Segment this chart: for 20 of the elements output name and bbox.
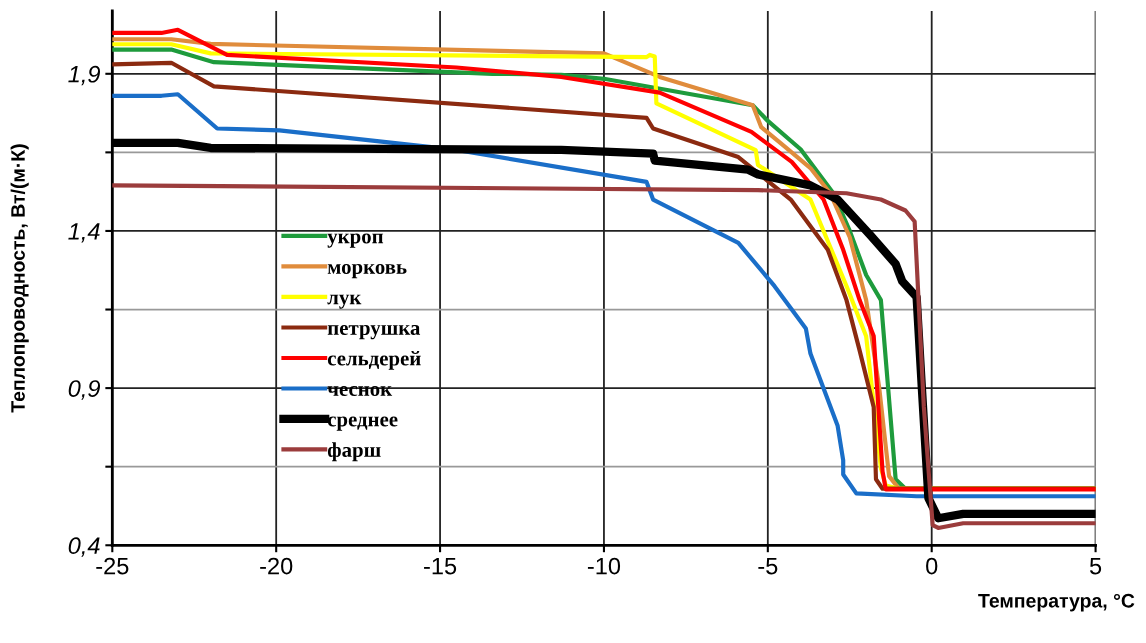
x-tick-label: -25: [96, 557, 129, 575]
x-axis-title: Температура, °C: [978, 593, 1135, 612]
x-tick-label: -20: [260, 557, 293, 575]
y-tick-label: 0,4: [68, 537, 100, 557]
y-axis-title: Теплопроводность, Вт/(м·К): [10, 144, 29, 413]
y-tick-label: 1,9: [68, 65, 101, 86]
x-tick-label: 0: [926, 557, 938, 575]
x-tick-label: -15: [424, 557, 457, 575]
legend-label: укроп: [327, 233, 384, 248]
legend-label: петрушка: [327, 324, 421, 340]
y-tick-label: 0,9: [68, 380, 101, 400]
x-tick-label: 5: [1089, 557, 1102, 575]
legend-label: лук: [327, 294, 362, 309]
legend-label: сельдерей: [327, 350, 421, 370]
x-tick-label: -5: [758, 557, 778, 575]
x-tick-label: -10: [587, 557, 621, 575]
legend-label: фарш: [327, 442, 381, 462]
legend-label: среднее: [327, 416, 398, 431]
y-tick-label: 1,4: [68, 223, 100, 243]
legend-label: морковь: [327, 263, 407, 279]
